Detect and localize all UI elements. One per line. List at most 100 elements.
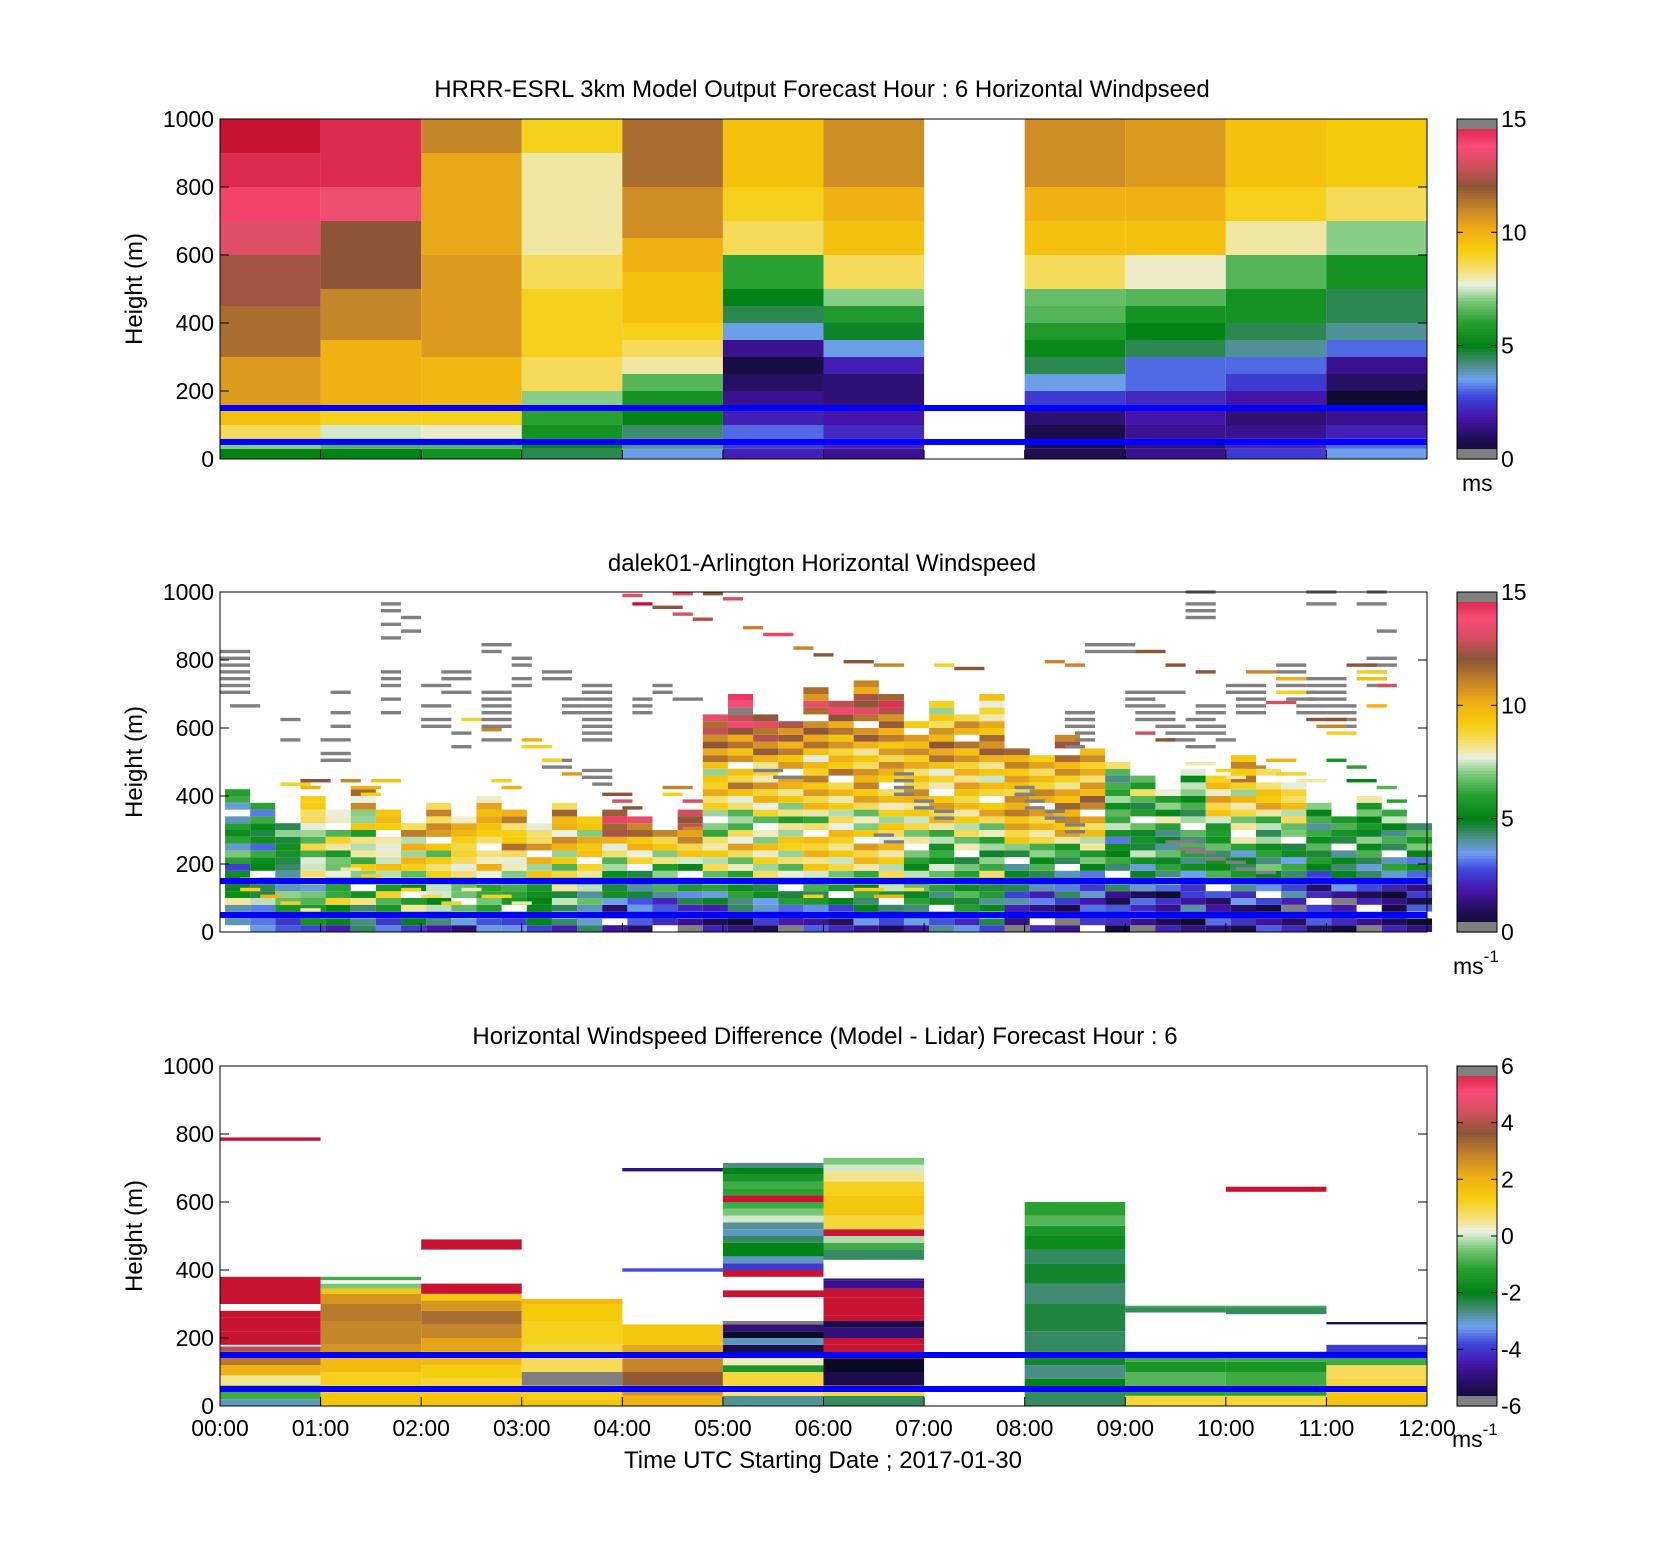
heatmap-cell-6-15 [824,1236,925,1243]
lidar-bin-37-9 [1155,864,1180,871]
y-tick-label: 800 [176,647,214,673]
lidar-bin-20-12 [728,844,753,851]
lidar-bin-15-16 [602,816,627,823]
lidar-scatter-bin-1 [703,592,723,595]
lidar-bin-39-14 [1206,830,1231,837]
heatmap-cell-6-17 [824,1216,925,1230]
lidar-bin-5-18 [351,803,376,810]
lidar-gray-bin-105 [1306,677,1346,680]
lidar-bin-37-0 [1155,925,1180,932]
lidar-gray-bin-60 [582,725,612,728]
heatmap-cell-9-2 [1226,425,1327,439]
lidar-bin-16-4 [627,898,652,905]
lidar-bin-32-9 [1030,864,1055,871]
lidar-bin-0-13 [225,837,250,844]
heatmap-cell-6-14 [824,1243,925,1250]
lidar-gray-bin-107 [1306,691,1346,694]
figure: HRRR-ESRL 3km Model Output Forecast Hour… [0,0,1680,1561]
lidar-bin-13-8 [552,871,577,878]
lidar-scatter-bin-44 [1347,779,1377,782]
lidar-bin-29-6 [954,884,979,891]
lidar-bin-45-9 [1357,864,1382,871]
lidar-gray-bin-36 [482,643,512,646]
lidar-bin-20-16 [728,816,753,823]
lidar-bin-44-14 [1331,830,1356,837]
heatmap-cell-6-21 [824,1165,925,1172]
lidar-bin-2-3 [275,905,300,912]
lidar-bin-7-1 [401,918,426,925]
lidar-bin-8-12 [426,844,451,851]
lidar-scatter-bin-55 [482,728,502,731]
heatmap-cell-7-0 [1025,449,1126,459]
lidar-bin-43-3 [1306,905,1331,912]
lidar-bin-14-12 [577,844,602,851]
heatmap-cell-6-7 [824,323,925,340]
lidar-bin-14-1 [577,918,602,925]
lidar-bin-29-26 [954,748,979,755]
lidar-bin-22-19 [778,796,803,803]
lidar-gray-bin-66 [653,684,673,687]
lidar-bin-23-17 [803,810,828,817]
heatmap-cell-1-0 [321,1392,422,1406]
lidar-bin-40-11 [1231,850,1256,857]
lidar-bin-21-27 [753,742,778,749]
lidar-bin-7-14 [401,830,426,837]
lidar-bin-34-22 [1080,776,1105,783]
lidar-bin-41-3 [1256,905,1281,912]
lidar-bin-39-4 [1206,898,1231,905]
lidar-bin-1-9 [250,864,275,871]
lidar-bin-33-5 [1055,891,1080,898]
lidar-bin-4-17 [326,810,351,817]
lidar-bin-26-16 [879,816,904,823]
lidar-gray-bin-151 [1065,830,1085,833]
lidar-bin-22-10 [778,857,803,864]
lidar-bin-31-14 [1005,830,1030,837]
lidar-scatter-bin-16 [1045,660,1065,663]
lidar-bin-20-30 [728,721,753,728]
lidar-bin-25-25 [854,755,879,762]
lidar-bin-18-1 [678,918,703,925]
lidar-bin-33-25 [1055,755,1080,762]
lidar-bin-5-15 [351,823,376,830]
lidar-bin-31-4 [1005,898,1030,905]
heatmap-cell-0-11 [220,1137,321,1140]
lidar-gray-bin-2 [220,663,250,666]
lidar-scatter-bin-20 [1196,670,1216,673]
lidar-bin-18-12 [678,844,703,851]
lidar-scatter-bin-7 [693,618,713,621]
lidar-bin-24-3 [829,905,854,912]
lidar-bin-17-3 [653,905,678,912]
lidar-bin-42-5 [1281,891,1306,898]
lidar-bin-22-26 [778,748,803,755]
lidar-bin-15-10 [602,857,627,864]
lidar-bin-10-3 [476,905,501,912]
lidar-bin-20-28 [728,735,753,742]
lidar-scatter-bin-76 [421,895,441,898]
colorbar-over-swatch [1457,1066,1497,1076]
lidar-bin-22-24 [778,762,803,769]
heatmap-cell-6-19 [824,1182,925,1196]
x-tick-label: 09:00 [1096,1415,1154,1441]
lidar-bin-1-14 [250,830,275,837]
lidar-bin-38-18 [1181,803,1206,810]
lidar-gray-bin-71 [1065,725,1095,728]
lidar-bin-22-18 [778,803,803,810]
lidar-bin-14-4 [577,898,602,905]
heatmap-cell-2-8 [421,1294,522,1301]
heatmap-cell-5-21 [723,1195,824,1202]
lidar-bin-26-18 [879,803,904,810]
lidar-bin-3-14 [300,830,325,837]
lidar-bin-11-11 [502,850,527,857]
lidar-bin-29-29 [954,728,979,735]
lidar-bin-19-6 [703,884,728,891]
lidar-bin-28-28 [929,735,954,742]
lidar-bin-16-11 [627,850,652,857]
heatmap-cell-10-2 [1326,425,1427,439]
lidar-bin-5-17 [351,810,376,817]
lidar-bin-35-18 [1105,803,1130,810]
lidar-bin-33-4 [1055,898,1080,905]
lidar-bin-3-0 [300,925,325,932]
lidar-gray-bin-78 [1125,697,1155,700]
lidar-bin-20-0 [728,925,753,932]
lidar-bin-21-17 [753,810,778,817]
